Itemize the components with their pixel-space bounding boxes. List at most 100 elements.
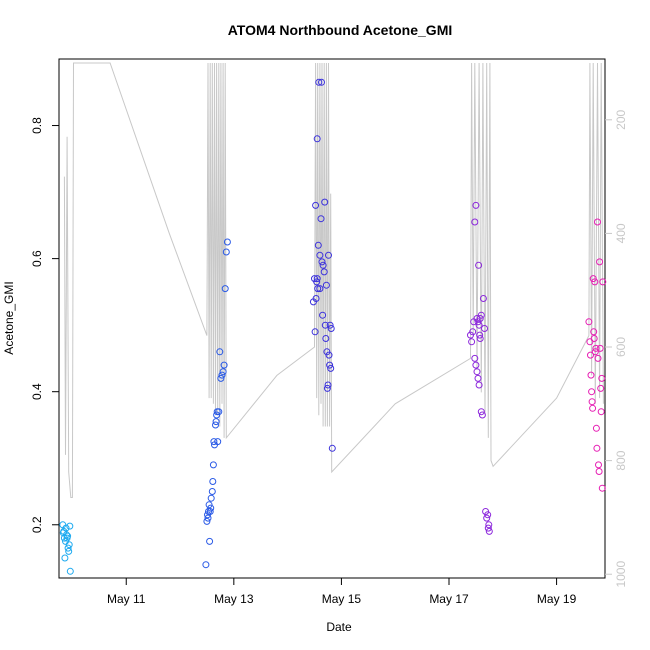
data-point xyxy=(212,421,219,429)
data-point xyxy=(314,241,322,249)
data-point xyxy=(206,537,214,545)
data-point xyxy=(61,554,69,562)
data-point xyxy=(327,364,335,372)
data-point xyxy=(316,251,324,259)
data-point xyxy=(598,374,606,382)
data-point xyxy=(321,198,329,206)
data-point xyxy=(64,532,72,540)
x-tick-label: May 11 xyxy=(107,592,146,606)
x-tick-label: May 17 xyxy=(429,592,469,606)
data-point xyxy=(217,374,225,382)
data-point xyxy=(595,468,603,475)
data-point xyxy=(475,261,483,269)
data-point xyxy=(323,384,331,392)
data-point xyxy=(596,344,604,352)
y2-tick-label: 800 xyxy=(614,450,628,470)
data-point xyxy=(588,388,596,396)
data-point xyxy=(483,514,491,522)
data-point xyxy=(589,404,597,412)
data-point xyxy=(477,408,485,416)
data-point xyxy=(321,321,329,329)
data-point xyxy=(322,281,330,289)
x-axis: May 11 May 13 May 15 May 17 May 19 xyxy=(107,578,577,606)
data-point xyxy=(328,444,336,452)
data-point xyxy=(64,544,72,552)
data-point xyxy=(316,285,324,293)
y-tick-label: 0.6 xyxy=(30,250,44,267)
y-tick-label: 0.8 xyxy=(30,117,44,134)
data-point xyxy=(311,328,319,336)
data-point xyxy=(599,278,607,286)
data-point xyxy=(591,348,599,356)
data-point xyxy=(320,268,328,276)
data-point xyxy=(322,335,330,342)
data-point xyxy=(475,381,483,389)
series-1 xyxy=(202,238,231,569)
data-point xyxy=(471,354,479,362)
data-point xyxy=(315,78,323,86)
data-point xyxy=(206,508,214,515)
y2-tick-label: 1000 xyxy=(614,561,628,588)
data-point xyxy=(474,374,482,382)
data-point xyxy=(589,275,597,283)
data-point xyxy=(484,524,492,532)
data-point xyxy=(207,504,215,512)
data-point xyxy=(212,418,220,426)
data-point xyxy=(205,501,213,509)
data-point xyxy=(485,521,493,529)
data-point xyxy=(592,344,600,352)
data-point xyxy=(207,494,215,502)
y-axis: 0.2 0.4 0.6 0.8 xyxy=(30,117,59,533)
x-tick-label: May 13 xyxy=(214,592,254,606)
data-point xyxy=(327,325,335,332)
data-point xyxy=(475,321,483,329)
y-tick-label: 0.4 xyxy=(30,383,44,400)
data-point xyxy=(223,238,231,246)
y2-tick-label: 400 xyxy=(614,223,628,243)
plot-frame xyxy=(58,58,606,579)
data-point xyxy=(209,478,217,485)
data-point xyxy=(587,371,595,379)
data-point xyxy=(314,285,322,293)
data-point xyxy=(471,218,479,226)
data-point xyxy=(313,135,321,143)
data-point xyxy=(592,424,600,432)
data-point xyxy=(222,248,230,256)
data-point xyxy=(317,215,325,223)
chart-title: ATOM4 Northbound Acetone_GMI xyxy=(228,22,453,38)
data-point xyxy=(585,318,593,326)
series-4 xyxy=(585,218,607,492)
data-point xyxy=(59,529,67,537)
data-point xyxy=(312,295,320,302)
data-point xyxy=(66,567,74,575)
series-3 xyxy=(467,201,493,535)
data-point xyxy=(472,201,480,209)
x-tick-label: May 19 xyxy=(537,592,577,606)
data-point xyxy=(590,328,598,336)
data-point xyxy=(219,368,227,376)
data-point xyxy=(318,78,325,86)
data-point xyxy=(478,411,486,419)
data-point xyxy=(476,315,484,322)
data-point xyxy=(326,321,334,329)
y-tick-label: 0.2 xyxy=(30,516,44,533)
data-point xyxy=(476,331,484,339)
data-point xyxy=(586,338,594,346)
data-point xyxy=(202,561,210,569)
data-point xyxy=(598,484,606,492)
data-point xyxy=(472,361,480,369)
data-point xyxy=(65,547,73,555)
data-point xyxy=(66,522,74,530)
series-2 xyxy=(309,78,336,452)
data-point xyxy=(319,311,327,319)
data-point xyxy=(597,384,605,392)
data-point xyxy=(596,258,604,266)
data-point xyxy=(590,335,598,342)
data-point xyxy=(485,527,493,535)
pressure-trace-line xyxy=(63,62,604,498)
x-tick-label: May 15 xyxy=(322,592,362,606)
y2-tick-label: 200 xyxy=(614,109,628,129)
data-point xyxy=(325,351,333,359)
data-point xyxy=(594,354,602,362)
data-point xyxy=(595,461,602,469)
